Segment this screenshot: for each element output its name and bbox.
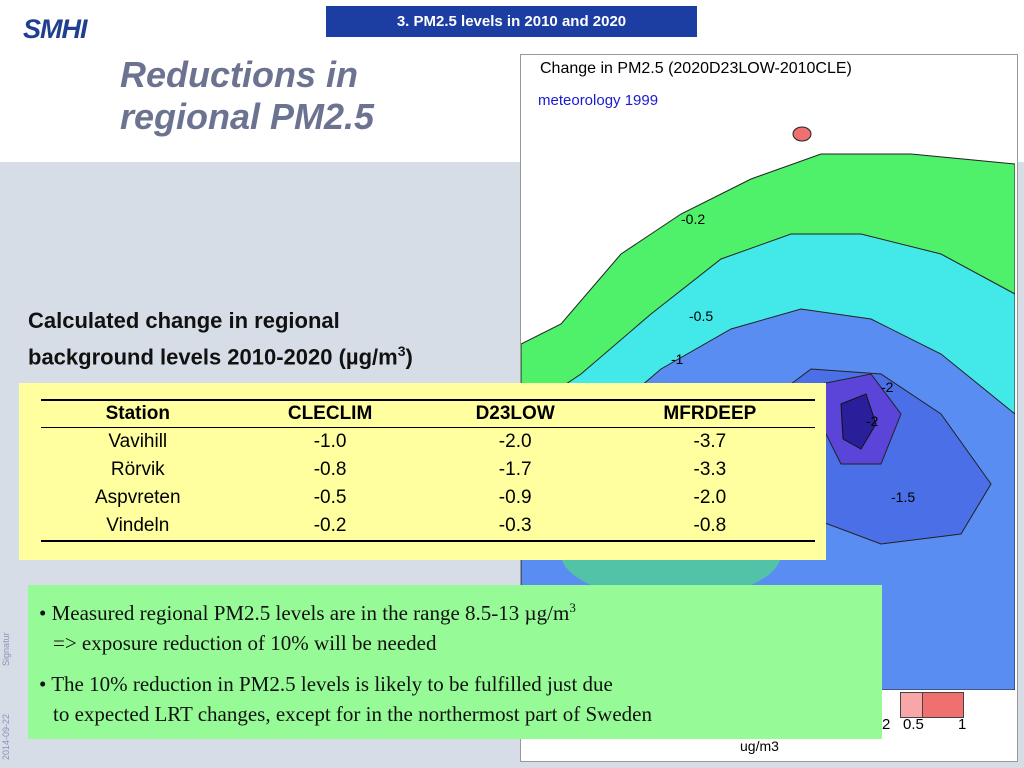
table-cell: -2.0 — [693, 487, 727, 508]
table-row: Vindeln -0.2 -0.3 -0.8 — [41, 512, 815, 542]
legend-label: 1 — [958, 716, 967, 733]
contour-label: -1 — [671, 351, 684, 367]
contour-label: -2 — [881, 379, 894, 395]
legend-swatch-pink — [900, 692, 924, 718]
footer-date: 2014-09-22 — [1, 713, 11, 760]
map-zone-dark — [840, 393, 877, 450]
map-unchanged-area — [521, 84, 1015, 344]
notes-panel: • Measured regional PM2.5 levels are in … — [28, 585, 882, 739]
caption-line-2-end: ) — [405, 344, 413, 370]
map-title: Change in PM2.5 (2020D23LOW-2010CLE) — [540, 60, 852, 77]
caption-line-2-text: background levels 2010-2020 (µg/m — [28, 344, 398, 370]
table-cell: -3.3 — [693, 459, 727, 480]
note-1-text: • Measured regional PM2.5 levels are in … — [39, 601, 570, 625]
legend-label: 2 — [882, 716, 891, 733]
page-title: Reductions in regional PM2.5 — [120, 54, 500, 138]
title-line-2: regional PM2.5 — [120, 96, 375, 137]
table-cell: -0.8 — [604, 512, 815, 542]
table-cell: -3.7 — [693, 431, 727, 452]
table-row: Rörvik -0.8 -1.7 -3.3 — [41, 456, 815, 484]
table-cell: -0.2 — [234, 512, 426, 542]
contour-label: -0.2 — [681, 211, 705, 227]
note-2-line-1: • The 10% reduction in PM2.5 levels is l… — [39, 672, 613, 696]
contour-label: -2 — [866, 413, 879, 429]
note-2: • The 10% reduction in PM2.5 levels is l… — [39, 669, 652, 729]
section-tab[interactable]: 3. PM2.5 levels in 2010 and 2020 — [326, 6, 697, 37]
note-1-line-2: => exposure reduction of 10% will be nee… — [53, 631, 437, 655]
contour-label: -0.5 — [689, 308, 713, 324]
note-1-line-1: • Measured regional PM2.5 levels are in … — [39, 593, 576, 628]
caption-superscript: 3 — [397, 343, 406, 359]
table-cell: -0.8 — [313, 459, 347, 480]
col-header-mfrdeep: MFRDEEP — [604, 399, 815, 428]
legend-swatch-red — [922, 692, 964, 718]
caption-line-2: background levels 2010-2020 (µg/m3) — [28, 336, 518, 372]
table-header-row: Station CLECLIM D23LOW MFRDEEP — [41, 399, 815, 428]
table-cell: -1.0 — [313, 431, 347, 452]
legend-label: 0.5 — [903, 716, 924, 733]
footer-signature: Signatur — [1, 632, 11, 666]
legend-units: ug/m3 — [740, 738, 779, 754]
note-1: • Measured regional PM2.5 levels are in … — [39, 593, 576, 658]
contour-label: -1.5 — [891, 489, 915, 505]
table-cell: Aspvreten — [95, 487, 181, 508]
table-row: Vavihill -1.0 -2.0 -3.7 — [41, 428, 815, 457]
col-header-d23low: D23LOW — [425, 399, 605, 428]
table-cell: -2.0 — [498, 431, 532, 452]
note-2-line-2: to expected LRT changes, except for in t… — [53, 702, 652, 726]
map-hotspot — [792, 126, 812, 142]
note-1-superscript: 3 — [569, 600, 576, 615]
table-cell: -0.5 — [313, 487, 347, 508]
table-cell: -0.9 — [498, 487, 532, 508]
table-caption: Calculated change in regional background… — [28, 306, 518, 372]
col-header-station: Station — [41, 399, 235, 428]
map-meteorology-label: meteorology 1999 — [538, 92, 659, 109]
title-line-1: Reductions in — [120, 54, 359, 95]
footer-sidebar: 2014-09-22 Signatur — [1, 584, 11, 760]
col-header-cleclim: CLECLIM — [234, 399, 426, 428]
table-cell: Rörvik — [110, 459, 165, 480]
results-table-panel: Station CLECLIM D23LOW MFRDEEP Vavihill … — [19, 383, 826, 560]
results-table: Station CLECLIM D23LOW MFRDEEP Vavihill … — [41, 399, 815, 542]
table-cell: Vavihill — [108, 431, 168, 452]
smhi-logo: SMHI — [23, 14, 87, 44]
table-row: Aspvreten -0.5 -0.9 -2.0 — [41, 484, 815, 512]
table-cell: Vindeln — [41, 512, 235, 542]
table-cell: -0.3 — [425, 512, 605, 542]
table-cell: -1.7 — [498, 459, 532, 480]
caption-line-1: Calculated change in regional — [28, 308, 340, 333]
